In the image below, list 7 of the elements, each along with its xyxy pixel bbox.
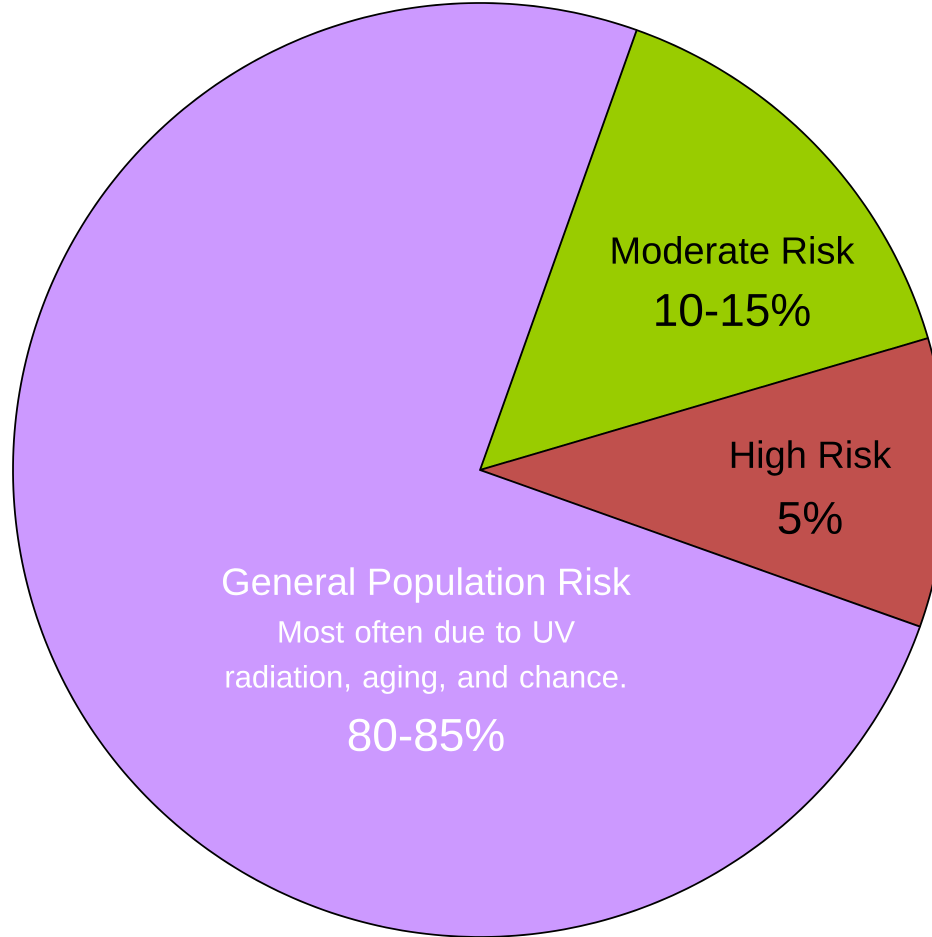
slice-label: Moderate Risk (612, 236, 854, 264)
text: 10-15% (656, 294, 810, 326)
text: Most often due to UV radiation, aging, and chance. (226, 620, 625, 694)
text: 80-85% (348, 718, 504, 752)
slice-label: High Risk (732, 440, 892, 476)
slice-label: General Population Risk (223, 567, 631, 603)
text: 5% (778, 502, 842, 534)
